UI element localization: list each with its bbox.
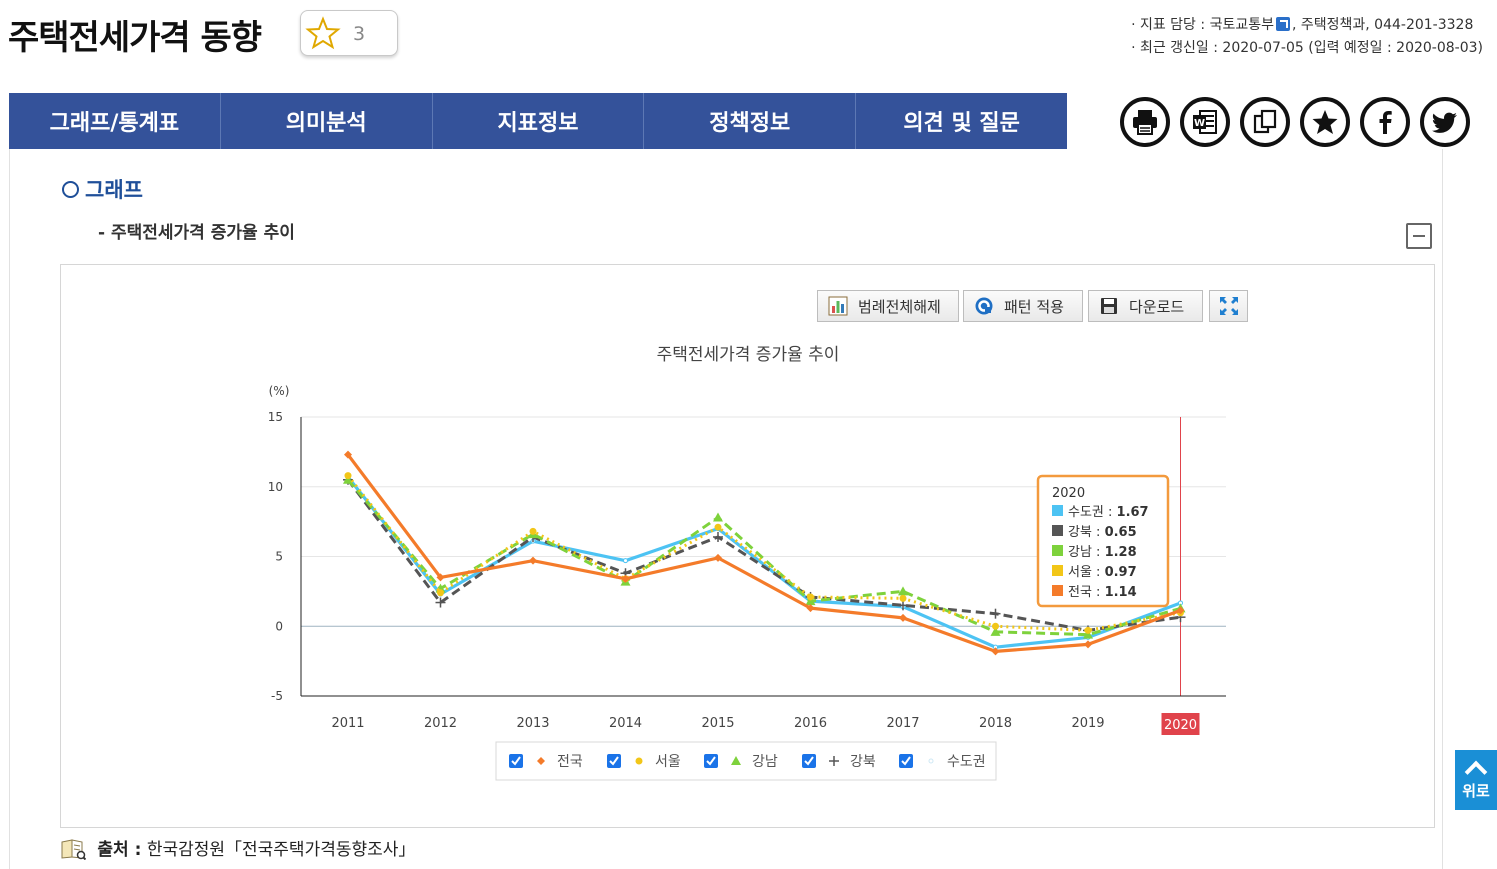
source-note: 출처 : 한국감정원「전국주택가격동향조사」 <box>60 835 415 860</box>
bookmark-star-icon <box>1312 110 1338 134</box>
chart-container <box>60 264 1435 828</box>
scroll-top-button[interactable]: 위로 <box>1455 750 1497 810</box>
twitter-icon <box>1431 112 1457 133</box>
meta-update: · 최근 갱신일 : 2020-07-05 (입력 예정일 : 2020-08-… <box>1131 40 1483 56</box>
tab-analysis[interactable]: 의미분석 <box>221 93 433 149</box>
word-icon: W <box>1193 110 1217 134</box>
legend-toggle-label: 범례전체해제 <box>858 297 941 316</box>
source-text: 한국감정원「전국주택가격동향조사」 <box>146 840 416 860</box>
external-link-icon[interactable] <box>1275 17 1290 31</box>
word-button[interactable]: W <box>1180 97 1230 147</box>
bookmark-button[interactable] <box>1300 97 1350 147</box>
favorite-button[interactable]: 3 <box>300 10 398 56</box>
section-subtitle: - 주택전세가격 증가율 추이 <box>98 223 295 243</box>
favorite-count: 3 <box>353 23 366 45</box>
section-title: 그래프 <box>62 174 143 204</box>
meta-owner-detail: , 주택정책과, 044-201-3328 <box>1291 17 1474 33</box>
legend-toggle-button[interactable]: 범례전체해제 <box>817 290 959 322</box>
bullet-circle-icon <box>62 181 79 198</box>
main-tabs: 그래프/통계표 의미분석 지표정보 정책정보 의견 및 질문 <box>9 93 1067 149</box>
download-label: 다운로드 <box>1129 297 1185 316</box>
pattern-label: 패턴 적용 <box>1004 297 1064 316</box>
print-button[interactable] <box>1120 97 1170 147</box>
download-button[interactable]: 다운로드 <box>1088 290 1203 322</box>
copy-button[interactable] <box>1240 97 1290 147</box>
pattern-button[interactable]: 패턴 적용 <box>963 290 1083 322</box>
copy-icon <box>1253 109 1277 134</box>
pattern-refresh-icon <box>975 297 993 315</box>
tab-comments[interactable]: 의견 및 질문 <box>903 111 1020 136</box>
collapse-button[interactable] <box>1406 223 1432 249</box>
section-title-text: 그래프 <box>85 178 143 202</box>
tab-indicator-info[interactable]: 지표정보 <box>433 93 645 149</box>
tab-graph[interactable]: 그래프/통계표 <box>9 93 221 149</box>
page-title: 주택전세가격 동향 <box>8 18 262 58</box>
content-frame <box>9 149 1443 869</box>
facebook-icon <box>1379 111 1392 134</box>
fullscreen-icon <box>1219 297 1238 315</box>
meta-owner: · 지표 담당 : 국토교통부 , 주택정책과, 044-201-3328 <box>1131 14 1483 37</box>
tab-policy-info[interactable]: 정책정보 <box>644 93 857 149</box>
fullscreen-button[interactable] <box>1209 290 1248 322</box>
source-label: 출처 : <box>97 840 142 860</box>
indicator-meta: · 지표 담당 : 국토교통부 , 주택정책과, 044-201-3328 · 최… <box>1131 14 1483 60</box>
bar-chart-icon <box>828 296 848 316</box>
facebook-button[interactable] <box>1360 97 1410 147</box>
star-outline-icon <box>305 16 341 50</box>
book-icon <box>61 839 86 860</box>
twitter-button[interactable] <box>1420 97 1470 147</box>
agency-link[interactable]: 국토교통부 <box>1209 17 1274 33</box>
svg-text:W: W <box>1194 118 1205 129</box>
save-disk-icon <box>1101 298 1117 314</box>
scroll-top-label: 위로 <box>1462 782 1490 800</box>
share-toolbar: W <box>1120 97 1470 147</box>
print-icon <box>1133 110 1157 135</box>
meta-owner-label: · 지표 담당 : <box>1131 17 1210 33</box>
